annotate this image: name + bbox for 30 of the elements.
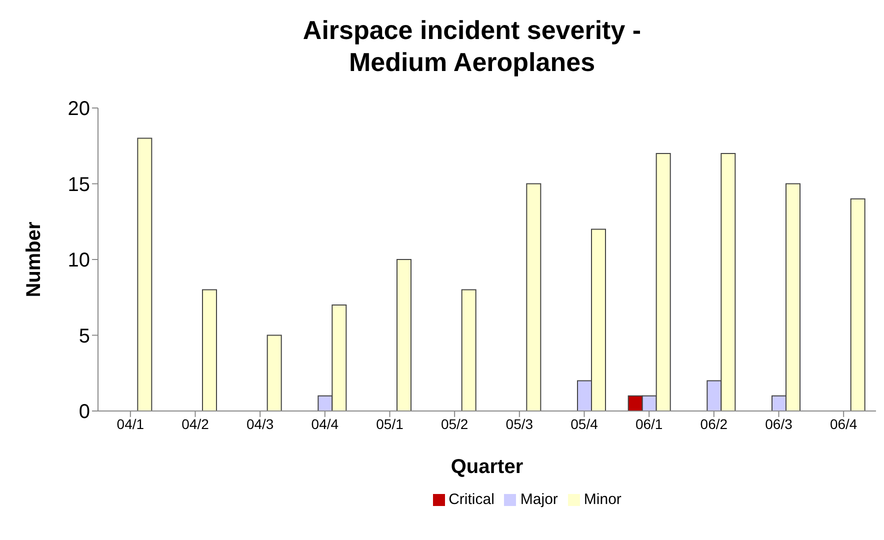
bar xyxy=(266,334,282,411)
bar xyxy=(461,289,476,411)
legend-label: Minor xyxy=(584,491,622,508)
bar xyxy=(526,183,542,411)
chart-title: Airspace incident severity - Medium Aeroplanes xyxy=(302,14,642,78)
x-tick-label: 06/2 xyxy=(700,416,728,432)
x-axis-title: Quarter xyxy=(450,456,524,478)
x-tick-label: 04/3 xyxy=(246,416,274,432)
y-axis-title: Number xyxy=(23,222,46,298)
y-tick-label: 10 xyxy=(68,250,90,272)
x-tick-label: 05/1 xyxy=(376,416,404,432)
x-tick-label: 04/4 xyxy=(311,416,339,432)
x-tick-label: 06/1 xyxy=(635,416,663,432)
x-tick-label: 04/2 xyxy=(182,416,210,432)
y-tick-label: 15 xyxy=(68,174,90,196)
x-tick-label: 05/3 xyxy=(506,416,534,432)
bar xyxy=(850,198,866,411)
y-tick-label: 20 xyxy=(68,98,90,120)
bar xyxy=(202,289,218,411)
y-tick-label: 0 xyxy=(78,401,90,424)
y-tick-label: 5 xyxy=(78,325,90,348)
x-tick-label: 06/3 xyxy=(765,416,793,432)
legend-label: Major xyxy=(520,491,558,508)
bar xyxy=(137,138,152,411)
legend-label: Critical xyxy=(448,491,494,508)
x-tick-label: 05/4 xyxy=(570,416,598,432)
x-tick-label: 04/1 xyxy=(116,416,144,432)
bar xyxy=(396,259,412,411)
x-tick-label: 05/2 xyxy=(440,416,468,432)
x-tick-label: 06/4 xyxy=(830,416,858,432)
